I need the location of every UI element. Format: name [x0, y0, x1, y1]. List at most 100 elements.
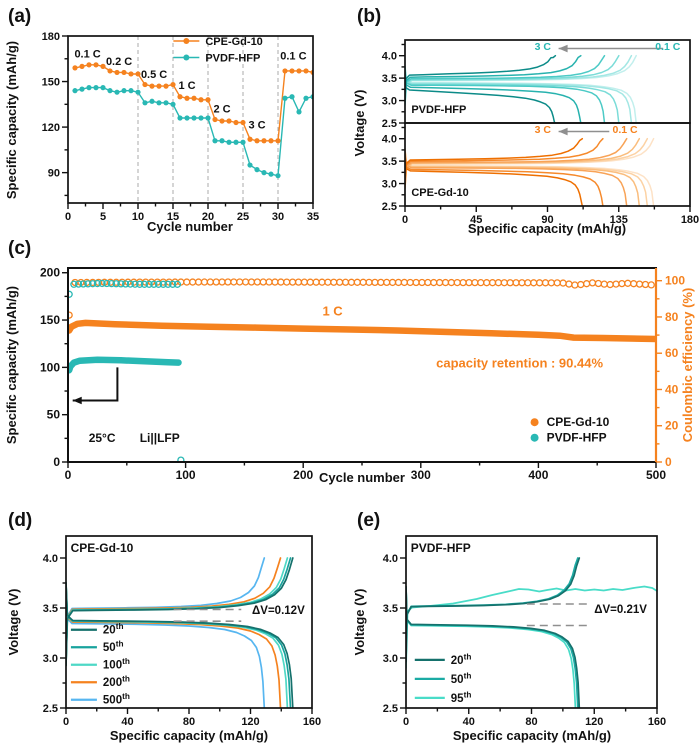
svg-text:40: 40 — [665, 382, 679, 396]
svg-text:120: 120 — [585, 716, 603, 728]
svg-text:60: 60 — [665, 346, 679, 360]
svg-text:CPE-Gd-10: CPE-Gd-10 — [205, 36, 262, 48]
svg-text:0: 0 — [63, 716, 69, 728]
svg-text:Voltage (V): Voltage (V) — [352, 90, 367, 157]
svg-text:3 C: 3 C — [248, 120, 265, 132]
panel-e-pvdf-voltage-profiles-chart: 0 40 80 120 160 2.5 3.0 3.5 4.0 PVDF-HFP ΔV=0.21V 2… — [352, 535, 666, 743]
svg-text:4.0: 4.0 — [382, 134, 397, 146]
svg-text:15: 15 — [167, 211, 179, 223]
svg-text:Voltage (V): Voltage (V) — [352, 589, 367, 656]
svg-text:20: 20 — [202, 211, 214, 223]
svg-text:100: 100 — [176, 468, 196, 482]
panel-b-rate-voltage-profiles-chart: 2.5 3.0 3.5 4.0 3 C 0.1 C PVDF-HFP 0 45 90 135 180 2… — [352, 39, 699, 236]
svg-text:80: 80 — [665, 310, 679, 324]
svg-text:20th: 20th — [451, 652, 472, 667]
svg-text:0.1 C: 0.1 C — [74, 48, 100, 60]
svg-text:40: 40 — [121, 716, 133, 728]
svg-text:120: 120 — [241, 716, 259, 728]
svg-text:2.5: 2.5 — [383, 703, 398, 715]
svg-text:CPE-Gd-10: CPE-Gd-10 — [547, 415, 610, 429]
svg-text:100: 100 — [40, 360, 60, 374]
svg-text:0: 0 — [65, 211, 71, 223]
svg-text:1 C: 1 C — [178, 80, 195, 92]
svg-text:2.5: 2.5 — [382, 118, 397, 130]
svg-text:3.5: 3.5 — [382, 73, 397, 85]
svg-text:160: 160 — [303, 716, 321, 728]
svg-text:300: 300 — [411, 468, 431, 482]
svg-text:capacity retention : 90.44%: capacity retention : 90.44% — [436, 355, 603, 370]
svg-text:Cycle number: Cycle number — [319, 470, 405, 485]
svg-text:3.0: 3.0 — [43, 653, 58, 665]
svg-text:150: 150 — [42, 77, 60, 89]
svg-text:2 C: 2 C — [213, 104, 230, 116]
svg-text:30: 30 — [272, 211, 284, 223]
svg-text:Specific capacity (mAh/g): Specific capacity (mAh/g) — [453, 728, 611, 743]
svg-text:0.1 C: 0.1 C — [280, 51, 306, 63]
svg-text:45: 45 — [470, 214, 482, 226]
svg-text:500: 500 — [646, 468, 666, 482]
svg-text:4.0: 4.0 — [43, 553, 58, 565]
svg-text:95th: 95th — [451, 690, 472, 705]
svg-text:Specific capacity (mAh/g): Specific capacity (mAh/g) — [110, 728, 268, 743]
panel-e-label: (e) — [357, 510, 381, 531]
svg-text:0: 0 — [402, 214, 408, 226]
svg-text:100: 100 — [665, 274, 685, 288]
svg-text:25: 25 — [237, 211, 249, 223]
svg-text:180: 180 — [681, 214, 699, 226]
svg-text:3.0: 3.0 — [383, 653, 398, 665]
svg-text:Voltage (V): Voltage (V) — [6, 589, 21, 656]
svg-text:3.5: 3.5 — [43, 603, 58, 615]
panel-b-label: (b) — [357, 6, 382, 27]
panel-d-label: (d) — [8, 510, 33, 531]
svg-text:3.0: 3.0 — [382, 96, 397, 108]
svg-text:0: 0 — [403, 716, 409, 728]
svg-text:25°C: 25°C — [89, 431, 116, 445]
svg-text:90: 90 — [48, 168, 60, 180]
svg-text:50: 50 — [47, 408, 61, 422]
svg-text:ΔV=0.21V: ΔV=0.21V — [594, 604, 647, 616]
svg-text:CPE-Gd-10: CPE-Gd-10 — [71, 541, 134, 555]
svg-text:10: 10 — [132, 211, 144, 223]
svg-text:PVDF-HFP: PVDF-HFP — [411, 104, 466, 116]
svg-text:Specific capacity (mAh/g): Specific capacity (mAh/g) — [468, 221, 626, 236]
svg-text:100th: 100th — [103, 657, 130, 672]
panel-a-label: (a) — [8, 6, 32, 27]
svg-text:Coulombic efficiency (%): Coulombic efficiency (%) — [680, 288, 695, 443]
svg-text:400: 400 — [528, 468, 548, 482]
svg-text:180: 180 — [42, 31, 60, 43]
svg-text:Cycle number: Cycle number — [147, 219, 233, 234]
svg-text:Specific capacity (mAh/g): Specific capacity (mAh/g) — [4, 41, 19, 199]
svg-text:3 C: 3 C — [535, 124, 552, 136]
svg-text:ΔV=0.12V: ΔV=0.12V — [252, 605, 305, 617]
svg-text:5: 5 — [100, 211, 106, 223]
svg-text:40: 40 — [463, 716, 475, 728]
svg-text:4.0: 4.0 — [383, 553, 398, 565]
svg-text:3.5: 3.5 — [383, 603, 398, 615]
svg-text:80: 80 — [183, 716, 195, 728]
svg-text:160: 160 — [648, 716, 666, 728]
svg-text:3.0: 3.0 — [382, 179, 397, 191]
svg-text:0: 0 — [65, 468, 72, 482]
svg-text:PVDF-HFP: PVDF-HFP — [205, 53, 260, 65]
svg-text:2.5: 2.5 — [382, 201, 397, 213]
panel-c-label: (c) — [8, 238, 32, 259]
svg-text:0.5 C: 0.5 C — [141, 69, 167, 81]
svg-text:PVDF-HFP: PVDF-HFP — [411, 541, 471, 555]
svg-text:150: 150 — [40, 313, 60, 327]
svg-text:200: 200 — [293, 468, 313, 482]
svg-text:200: 200 — [40, 266, 60, 280]
svg-text:3.5: 3.5 — [382, 156, 397, 168]
svg-text:0.2 C: 0.2 C — [106, 56, 132, 68]
panel-d-cpe-voltage-profiles-chart: 0 40 80 120 160 2.5 3.0 3.5 4.0 CPE-Gd-10 ΔV=0.12V… — [6, 535, 321, 743]
svg-text:50th: 50th — [451, 671, 472, 686]
svg-text:80: 80 — [525, 716, 537, 728]
svg-text:120: 120 — [42, 122, 60, 134]
svg-text:0: 0 — [53, 455, 60, 469]
svg-text:20th: 20th — [103, 622, 124, 637]
svg-text:0.1 C: 0.1 C — [613, 124, 639, 136]
svg-text:CPE-Gd-10: CPE-Gd-10 — [411, 187, 468, 199]
svg-text:Li||LFP: Li||LFP — [140, 431, 180, 445]
svg-text:500th: 500th — [103, 692, 130, 707]
svg-text:1 C: 1 C — [322, 303, 343, 318]
